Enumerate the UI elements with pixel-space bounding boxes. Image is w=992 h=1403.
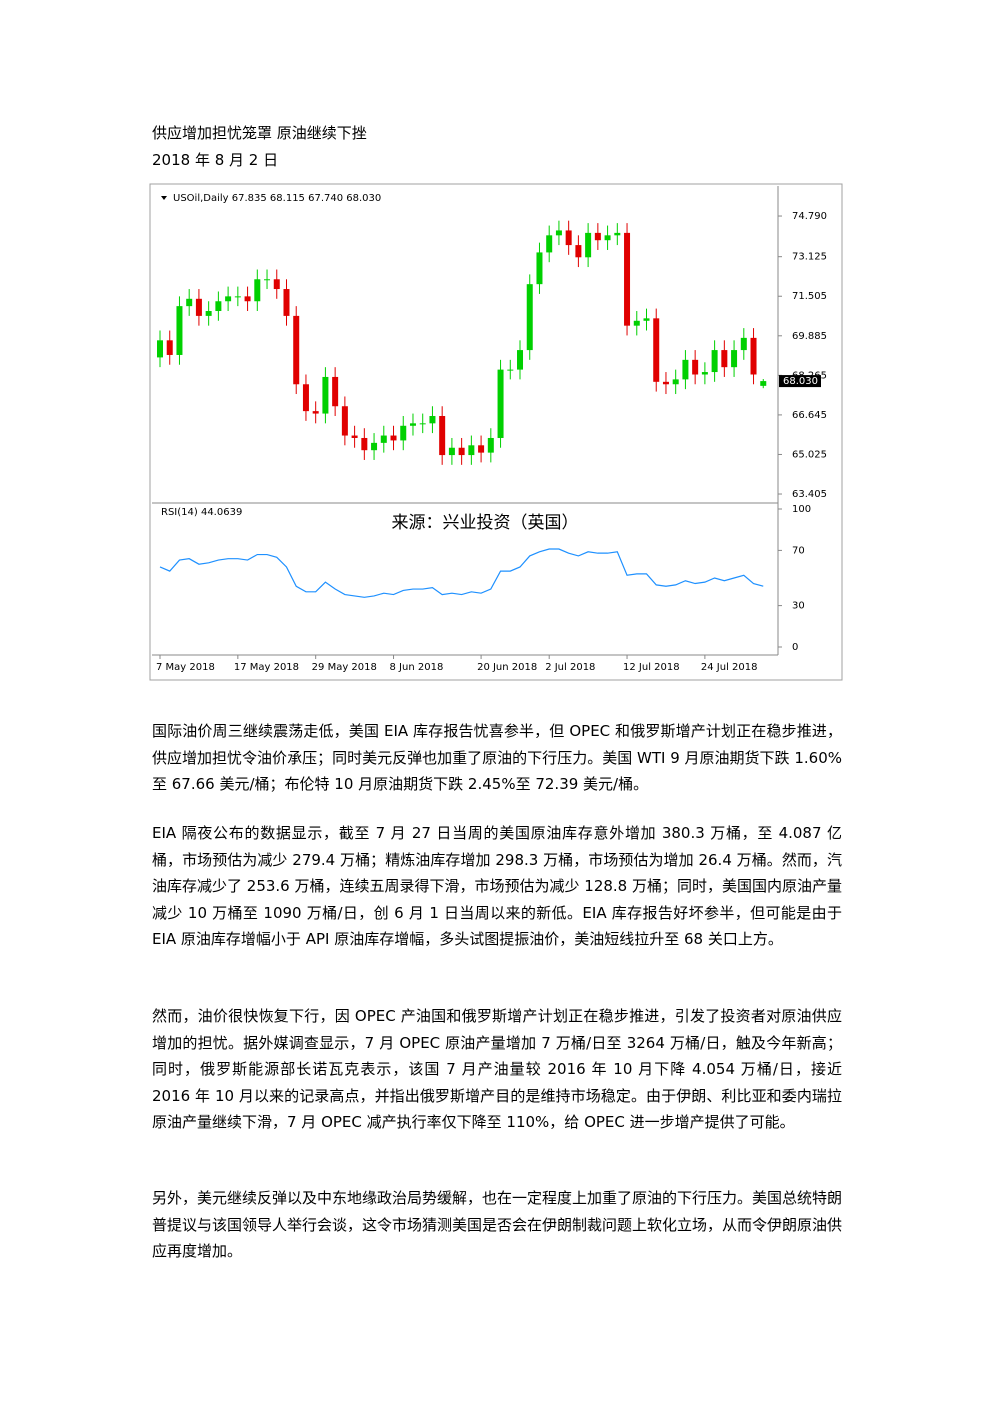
candle-body xyxy=(322,376,329,414)
doc-date: 2018 年 8 月 2 日 xyxy=(152,151,279,169)
candle-body xyxy=(176,306,183,355)
candle-body xyxy=(594,232,601,241)
candle-body xyxy=(672,379,679,385)
x-tick-label: 17 May 2018 xyxy=(234,662,299,673)
candle-body xyxy=(701,372,708,375)
candle-body xyxy=(565,230,572,246)
candle-body xyxy=(517,350,524,370)
chart-frame xyxy=(149,183,843,681)
x-tick-label: 24 Jul 2018 xyxy=(701,662,758,673)
candle-body xyxy=(740,337,747,351)
last-price-label: 68.030 xyxy=(783,376,818,387)
candle-body xyxy=(371,442,378,451)
candle-body xyxy=(643,318,650,321)
candle-body xyxy=(731,350,738,368)
candle-body xyxy=(293,315,300,385)
candle-body xyxy=(157,340,163,358)
candle-body xyxy=(341,406,348,436)
candle-body xyxy=(555,230,562,236)
candle-body xyxy=(215,301,222,312)
candle-body xyxy=(195,298,202,316)
candle-body xyxy=(312,411,319,414)
candle-body xyxy=(302,384,309,412)
candle-body xyxy=(448,447,455,456)
candle-body xyxy=(439,416,446,456)
last-price-box xyxy=(779,375,821,388)
candle-body xyxy=(721,350,728,368)
candle-body xyxy=(507,369,514,371)
candle-body xyxy=(633,320,640,326)
paragraph: 另外，美元继续反弹以及中东地缘政治局势缓解，也在一定程度上加重了原油的下行压力。… xyxy=(152,1189,843,1260)
candle-body xyxy=(244,296,251,302)
paragraph: 然而，油价很快恢复下行，因 OPEC 产油国和俄罗斯增产计划正在稳步推进，引发了… xyxy=(152,1007,842,1131)
candle-body xyxy=(264,279,271,281)
candle-body xyxy=(760,381,767,386)
y-tick-label: 69.885 xyxy=(792,331,827,342)
candle-body xyxy=(585,232,592,258)
candle-body xyxy=(536,252,543,285)
candle-body xyxy=(166,340,173,355)
candle-body xyxy=(400,425,407,441)
x-tick-label: 2 Jul 2018 xyxy=(545,662,595,673)
candle-body xyxy=(332,376,339,407)
candle-body xyxy=(419,423,426,425)
candle-body xyxy=(225,296,232,302)
candle-body xyxy=(711,350,718,373)
candle-body xyxy=(351,435,358,438)
y-tick-label: 74.790 xyxy=(792,211,827,222)
candle-body xyxy=(662,381,669,385)
rsi-label: RSI(14) 44.0639 xyxy=(161,507,242,518)
candle-body xyxy=(234,296,241,298)
y-tick-label: 66.645 xyxy=(792,410,827,421)
paragraph: 国际油价周三继续震荡走低，美国 EIA 库存报告忧喜参半，但 OPEC 和俄罗斯… xyxy=(152,722,842,793)
legend-text: USOil,Daily 67.835 68.115 67.740 68.030 xyxy=(173,193,381,204)
candle-body xyxy=(458,447,465,456)
y-tick-label: 63.405 xyxy=(792,489,827,500)
candle-body xyxy=(575,245,582,258)
candle-body xyxy=(682,359,689,380)
candle-body xyxy=(604,235,611,241)
legend-icon xyxy=(161,196,167,200)
candle-body xyxy=(254,279,261,302)
candle-body xyxy=(409,423,416,426)
y-tick-label: 65.025 xyxy=(792,449,827,460)
candle-body xyxy=(526,284,533,351)
rsi-line xyxy=(159,548,764,598)
y-tick-label: 71.505 xyxy=(792,291,827,302)
x-tick-label: 29 May 2018 xyxy=(312,662,377,673)
x-tick-label: 7 May 2018 xyxy=(156,662,215,673)
candle-body xyxy=(205,311,212,316)
candle-body xyxy=(390,435,397,441)
doc-title: 供应增加担忧笼罩 原油继续下挫 xyxy=(152,124,367,142)
candle-body xyxy=(380,435,387,443)
x-tick-label: 20 Jun 2018 xyxy=(477,662,537,673)
candle-body xyxy=(478,445,485,453)
annotation: 来源：兴业投资（英国） xyxy=(392,513,579,533)
candle-body xyxy=(624,232,631,326)
chart: USOil,Daily 67.835 68.115 67.740 68.030 … xyxy=(149,183,843,681)
candle-body xyxy=(497,369,504,438)
x-tick-label: 8 Jun 2018 xyxy=(390,662,444,673)
candle-body xyxy=(750,337,757,375)
candle-body xyxy=(429,416,436,424)
rsi-tick-label: 100 xyxy=(792,504,811,515)
candle-body xyxy=(692,359,699,375)
candle-body xyxy=(273,279,280,290)
candle-body xyxy=(283,289,290,316)
rsi-tick-label: 30 xyxy=(792,601,805,612)
rsi-tick-label: 70 xyxy=(792,545,805,556)
paragraph: EIA 隔夜公布的数据显示，截至 7 月 27 日当周的美国原油库存意外增加 3… xyxy=(152,824,842,948)
candle-body xyxy=(186,298,193,307)
candle-body xyxy=(468,445,475,456)
candle-body xyxy=(614,232,621,236)
x-tick-label: 12 Jul 2018 xyxy=(623,662,680,673)
candle-body xyxy=(361,437,368,451)
candle-body xyxy=(487,437,494,453)
y-tick-label: 73.125 xyxy=(792,252,827,263)
candle-body xyxy=(653,318,660,382)
candle-body xyxy=(546,235,553,253)
rsi-tick-label: 0 xyxy=(792,642,798,653)
